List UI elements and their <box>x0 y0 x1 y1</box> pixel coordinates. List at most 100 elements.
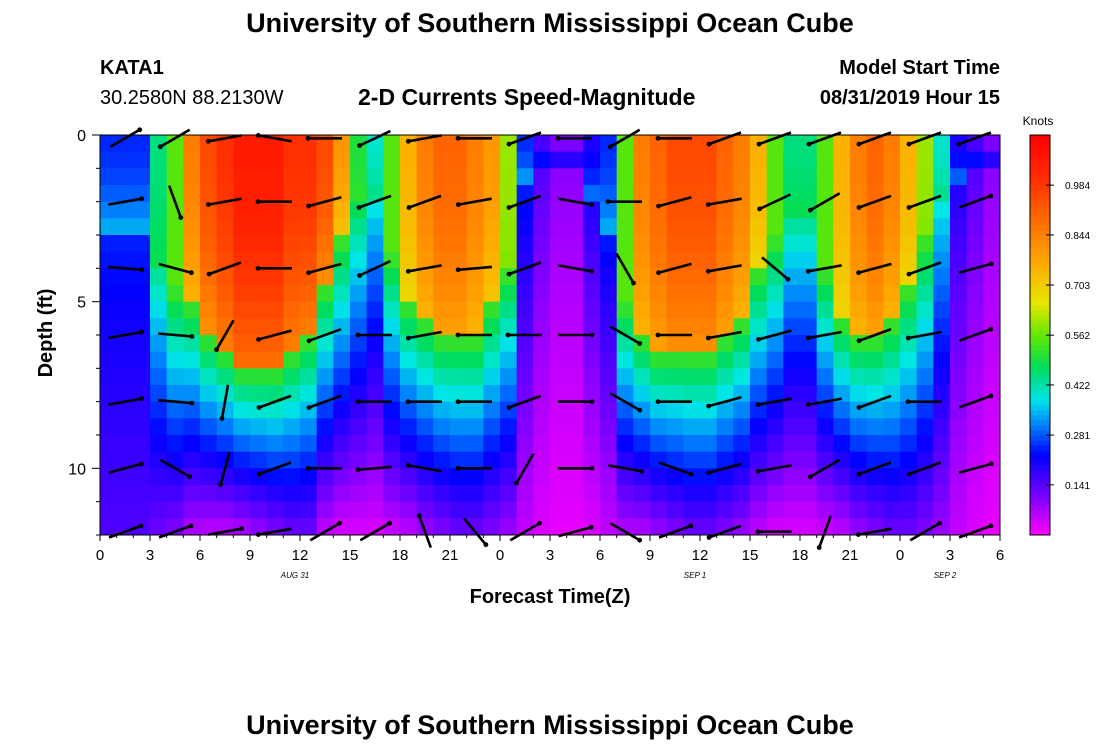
heatmap-cell <box>200 401 218 419</box>
heatmap-cell <box>533 201 551 219</box>
heatmap-cell <box>133 401 151 419</box>
heatmap-cell <box>533 418 551 436</box>
heatmap-cell <box>516 401 534 419</box>
current-vector-head <box>218 482 224 488</box>
heatmap-cell <box>350 285 368 303</box>
colorbar-band <box>1030 365 1050 371</box>
heatmap-cell <box>466 501 484 519</box>
heatmap-cell <box>233 268 251 286</box>
heatmap-cell <box>283 418 301 436</box>
heatmap-cell <box>366 468 384 486</box>
heatmap-cell <box>583 268 601 286</box>
heatmap-cell <box>400 485 418 503</box>
heatmap-cell <box>500 218 518 236</box>
heatmap-cell <box>850 485 868 503</box>
heatmap-cell <box>733 268 751 286</box>
heatmap-cell <box>850 518 868 536</box>
heatmap-cell <box>266 185 284 203</box>
heatmap-cell <box>433 251 451 269</box>
heatmap-cell <box>450 218 468 236</box>
heatmap-cell <box>816 335 834 353</box>
heatmap-cell <box>916 451 934 469</box>
x-tick-label: 0 <box>496 547 504 564</box>
current-vector <box>708 524 742 539</box>
heatmap-cell <box>966 451 984 469</box>
heatmap-cell <box>816 151 834 169</box>
heatmap-cell <box>900 435 918 453</box>
heatmap-cell <box>683 351 701 369</box>
x-tick-label: 3 <box>546 547 554 564</box>
heatmap-cell <box>850 185 868 203</box>
heatmap-cell <box>216 251 234 269</box>
current-vector <box>609 522 641 542</box>
heatmap-cell <box>350 385 368 403</box>
heatmap-cell <box>866 468 884 486</box>
colorbar-band <box>1030 380 1050 386</box>
heatmap-cell <box>333 218 351 236</box>
heatmap-cell <box>183 235 201 253</box>
heatmap-cell <box>883 418 901 436</box>
heatmap-cell <box>350 301 368 319</box>
heatmap-cell <box>366 235 384 253</box>
heatmap-cell <box>250 168 268 186</box>
heatmap-cell <box>216 185 234 203</box>
heatmap-cell <box>150 135 168 153</box>
heatmap-cell <box>483 251 501 269</box>
current-vector <box>515 452 535 484</box>
heatmap-cell <box>800 518 818 536</box>
heatmap-cell <box>466 518 484 536</box>
heatmap-cell <box>950 185 968 203</box>
heatmap-cell <box>700 251 718 269</box>
heatmap-cell <box>533 268 551 286</box>
colorbar-tick-label: 0.141 <box>1065 481 1090 492</box>
current-vector-head <box>537 520 543 526</box>
heatmap-cell <box>333 451 351 469</box>
heatmap-cell <box>316 251 334 269</box>
heatmap-cell <box>416 151 434 169</box>
heatmap-cell <box>916 268 934 286</box>
heatmap-cell <box>283 168 301 186</box>
current-vector-head <box>988 193 994 199</box>
date-label: SEP 2 <box>934 571 957 580</box>
heatmap-cell <box>683 151 701 169</box>
heatmap-cell <box>383 368 401 386</box>
current-vector <box>758 329 792 341</box>
colorbar-band <box>1030 205 1050 211</box>
footer-title: University of Southern Mississippi Ocean… <box>246 710 854 740</box>
heatmap-cell <box>816 235 834 253</box>
heatmap-cell <box>166 301 184 319</box>
heatmap-cell <box>166 168 184 186</box>
heatmap-cell <box>600 435 618 453</box>
heatmap-cell <box>250 251 268 269</box>
heatmap-cell <box>683 235 701 253</box>
heatmap-cell <box>466 351 484 369</box>
heatmap-cell <box>433 168 451 186</box>
current-vector <box>157 332 193 338</box>
heatmap-cell <box>766 185 784 203</box>
colorbar-band <box>1030 500 1050 506</box>
heatmap-cell <box>950 451 968 469</box>
heatmap-cell <box>183 185 201 203</box>
heatmap-cell <box>600 401 618 419</box>
current-vector <box>158 524 192 539</box>
current-vector <box>463 517 487 546</box>
heatmap-cell <box>800 401 818 419</box>
heatmap-cell <box>200 218 218 236</box>
heatmap-cell <box>766 501 784 519</box>
heatmap-cell <box>616 218 634 236</box>
heatmap-cell <box>600 235 618 253</box>
heatmap-cell <box>183 435 201 453</box>
heatmap-cell <box>716 235 734 253</box>
heatmap-cell <box>933 218 951 236</box>
heatmap-cell <box>100 435 134 453</box>
heatmap-cell <box>950 168 968 186</box>
heatmap-cell <box>266 418 284 436</box>
heatmap-cell <box>983 335 1001 353</box>
heatmap-cell <box>316 418 334 436</box>
heatmap-cell <box>833 235 851 253</box>
heatmap-cell <box>550 501 568 519</box>
heatmap-cell <box>500 368 518 386</box>
heatmap-cell <box>766 235 784 253</box>
heatmap-cell <box>800 385 818 403</box>
heatmap-cell <box>750 485 768 503</box>
